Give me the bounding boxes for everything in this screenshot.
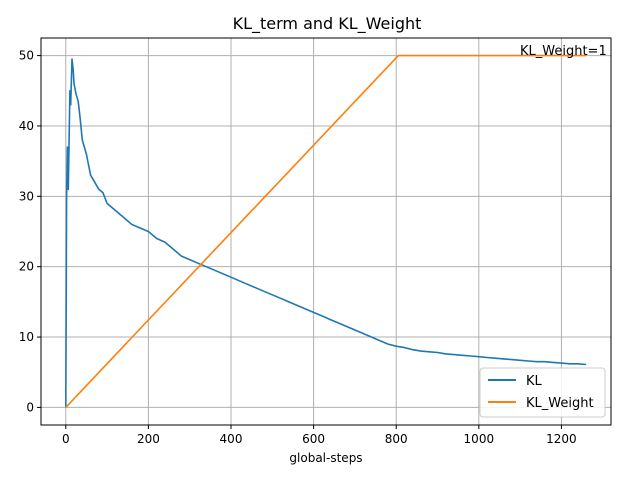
legend: KL KL_Weight bbox=[479, 367, 606, 418]
x-tick-label: 400 bbox=[220, 432, 243, 446]
grid bbox=[41, 38, 611, 425]
legend-label-kl: KL bbox=[526, 374, 543, 389]
y-tick-label: 20 bbox=[19, 260, 34, 274]
x-axis-label: global-steps bbox=[289, 451, 362, 465]
x-tick-label: 1200 bbox=[546, 432, 577, 446]
x-tick-label: 1000 bbox=[464, 432, 495, 446]
y-tick-label: 40 bbox=[19, 119, 34, 133]
x-tick-label: 600 bbox=[302, 432, 325, 446]
legend-label-kl-weight: KL_Weight bbox=[526, 396, 594, 411]
y-tick-label: 50 bbox=[19, 49, 34, 63]
ticks: 0 200 400 600 800 1000 1200 0 10 20 30 40 50 bbox=[19, 49, 577, 446]
y-tick-label: 10 bbox=[19, 330, 34, 344]
series-lines bbox=[65, 54, 587, 408]
y-tick-label: 0 bbox=[26, 400, 34, 414]
x-tick-label: 800 bbox=[385, 432, 408, 446]
chart-title: KL_term and KL_Weight bbox=[233, 14, 422, 34]
series-line-kl-weight bbox=[65, 54, 587, 408]
x-tick-label: 200 bbox=[137, 432, 160, 446]
kl-weight-annotation: KL_Weight=1 bbox=[520, 44, 607, 59]
series-line-kl bbox=[65, 58, 587, 408]
plot-frame bbox=[40, 37, 612, 426]
x-tick-label: 0 bbox=[62, 432, 70, 446]
y-tick-label: 30 bbox=[19, 189, 34, 203]
